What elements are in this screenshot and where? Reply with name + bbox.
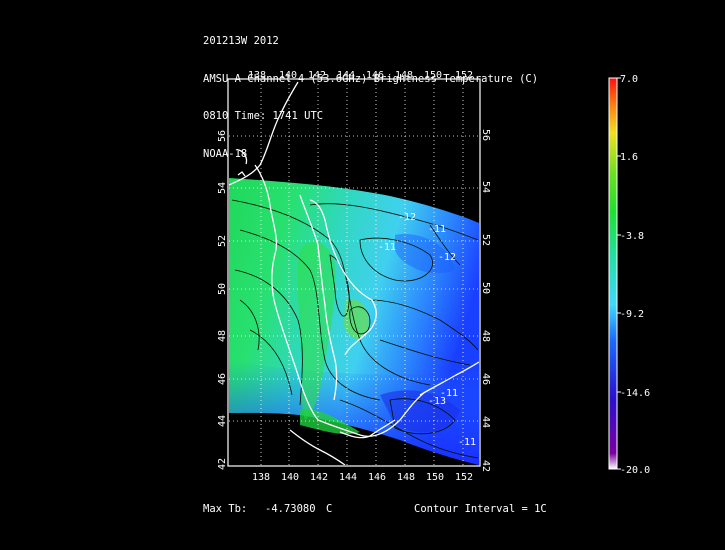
lon-tick-label: 142: [310, 472, 328, 483]
map-frame: [227, 78, 481, 467]
lat-tick-label: 42: [480, 460, 491, 472]
contour-label: -11: [378, 242, 396, 253]
lat-tick-label: 44: [217, 415, 228, 427]
lat-labels-left: 42 44 46 48 50 52 54 56: [217, 130, 228, 470]
lon-tick-label: 152: [455, 70, 473, 81]
header-time: 0810 Time: 1741 UTC: [203, 110, 324, 122]
colorbar-label: -20.0: [620, 465, 650, 476]
lat-tick-label: 50: [217, 283, 228, 295]
lon-tick-label: 138: [252, 472, 270, 483]
colorbar-gradient: [608, 77, 618, 470]
lon-tick-label: 146: [366, 70, 384, 81]
lon-tick-label: 146: [368, 472, 386, 483]
lat-tick-label: 54: [217, 182, 228, 194]
lon-labels-bottom: 138 140 142 144 146 148 150 152: [252, 472, 473, 483]
contour-label: -11: [440, 388, 458, 399]
lat-tick-label: 46: [217, 373, 228, 385]
colorbar-label: -3.8: [620, 231, 644, 242]
lon-tick-label: 144: [337, 70, 355, 81]
max-tb-label: Max Tb:: [203, 503, 248, 515]
colorbar-label: 1.6: [620, 152, 638, 163]
max-tb-value: -4.73080: [265, 503, 316, 515]
lat-tick-label: 48: [480, 330, 491, 342]
colorbar-label: -9.2: [620, 309, 644, 320]
contour-lines: [231, 199, 479, 459]
lon-tick-label: 138: [248, 70, 266, 81]
lat-tick-label: 44: [480, 416, 491, 428]
lon-tick-label: 144: [339, 472, 357, 483]
lon-tick-label: 150: [424, 70, 442, 81]
contour-label: -12: [438, 252, 456, 263]
colorbar-label: 7.0: [620, 74, 638, 85]
lat-tick-label: 48: [217, 330, 228, 342]
colorbar-label: -14.6: [620, 388, 650, 399]
lat-tick-label: 46: [480, 373, 491, 385]
lat-tick-label: 56: [480, 129, 491, 141]
lat-tick-label: 56: [217, 130, 228, 142]
lat-labels-right: 42 44 46 48 50 52 54 56: [480, 129, 491, 472]
lon-tick-label: 148: [395, 70, 413, 81]
swath-data: -12 -11 -11 -12 -11 -13 -11: [229, 80, 479, 465]
header-satellite: NOAA-18: [203, 147, 248, 160]
max-tb-unit: C: [326, 503, 333, 515]
lat-tick-label: 50: [480, 282, 491, 294]
contour-label: -12: [398, 212, 416, 223]
lon-tick-label: 150: [426, 472, 444, 483]
lat-tick-label: 52: [480, 234, 491, 246]
contour-label: -11: [428, 224, 446, 235]
contour-label: -11: [458, 437, 476, 448]
lat-tick-label: 52: [217, 235, 228, 247]
lon-labels-top: 138 140 142 144 146 148 150 152: [248, 70, 473, 81]
lon-tick-label: 140: [279, 70, 297, 81]
header-storm-id: 201213W 2012: [203, 35, 279, 47]
lat-tick-label: 42: [217, 458, 228, 470]
lon-tick-label: 140: [281, 472, 299, 483]
contour-label: -13: [428, 396, 446, 407]
graticule: [229, 80, 479, 465]
coastlines: [229, 81, 479, 465]
lon-tick-label: 142: [308, 70, 326, 81]
lon-tick-label: 152: [455, 472, 473, 483]
lat-tick-label: 54: [480, 181, 491, 193]
lon-tick-label: 148: [397, 472, 415, 483]
contour-interval: Contour Interval = 1C: [414, 503, 547, 515]
colorbar: 7.0 1.6 -3.8 -9.2 -14.6 -20.0: [608, 74, 650, 476]
